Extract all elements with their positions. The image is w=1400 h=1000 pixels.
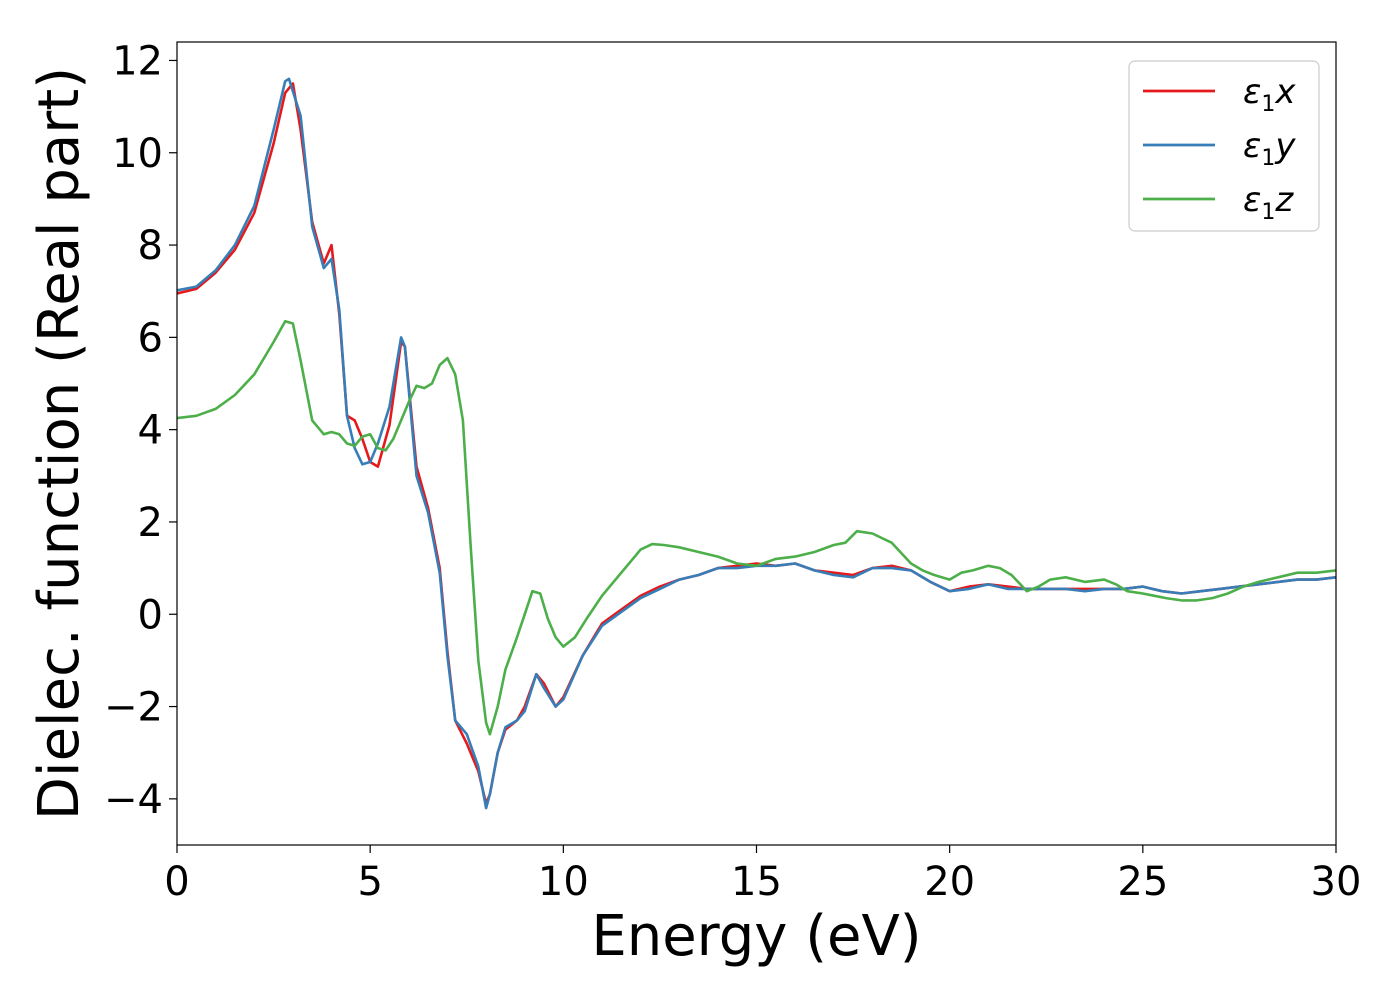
series-line-y — [177, 77, 1336, 810]
y-tick-label: 12 — [112, 38, 163, 84]
x-tick-label: 30 — [1311, 859, 1362, 905]
y-tick-label: 6 — [138, 315, 163, 361]
x-tick-label: 5 — [357, 859, 382, 905]
x-tick-label: 25 — [1117, 859, 1168, 905]
y-tick-label: 0 — [138, 592, 163, 638]
y-tick-label: 4 — [138, 408, 163, 454]
legend-box — [1128, 60, 1320, 232]
y-tick-label: −4 — [104, 777, 163, 823]
series-layer — [177, 77, 1336, 810]
y-tick-label: 10 — [112, 131, 163, 177]
plot-area — [176, 41, 1337, 846]
x-tick-label: 15 — [731, 859, 782, 905]
x-axis-title: Energy (eV) — [591, 904, 921, 969]
y-tick-label: −2 — [104, 685, 163, 731]
x-tick-label: 0 — [164, 859, 189, 905]
x-tick-label: 10 — [538, 859, 589, 905]
legend-label-z: ε1z — [1243, 180, 1294, 225]
x-tick-label: 20 — [924, 859, 975, 905]
legend: ε1x ε1y ε1z — [1128, 60, 1320, 232]
x-axis: 0 5 10 15 20 25 30 — [164, 845, 1361, 905]
series-line-z — [177, 319, 1336, 736]
y-tick-label: 2 — [138, 500, 163, 546]
y-axis: −4 −2 0 2 4 6 8 10 12 — [104, 38, 177, 823]
y-axis-title: Dielec. function (Real part) — [27, 67, 92, 820]
legend-label-x: ε1x — [1243, 72, 1296, 117]
y-tick-label: 8 — [138, 223, 163, 269]
legend-label-y: ε1y — [1243, 126, 1296, 171]
